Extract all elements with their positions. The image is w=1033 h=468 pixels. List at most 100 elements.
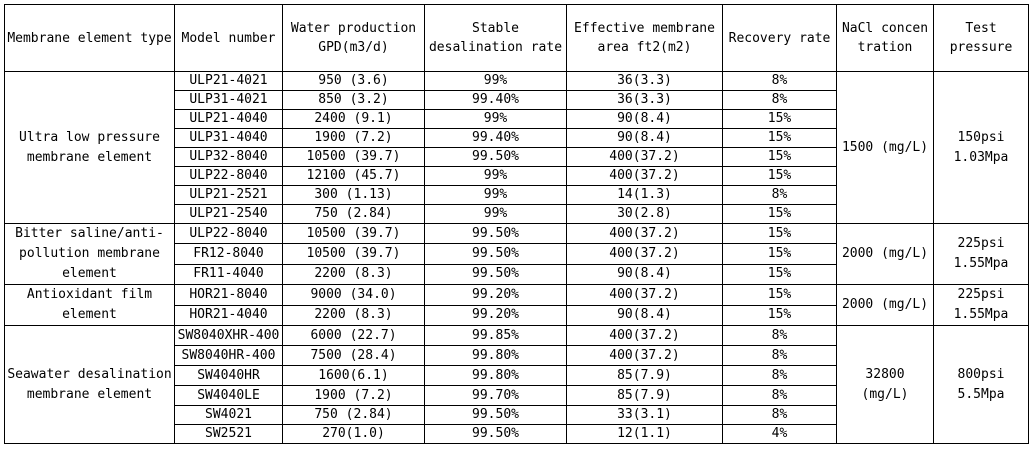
- table-row: ULP32-8040 10500 (39.7) 99.50% 400(37.2) 15%: [5, 147, 1029, 167]
- cell-rate: 99.70%: [424, 385, 567, 406]
- cell-rate: 99.80%: [424, 345, 567, 366]
- table-row: Seawater desalination membrane element SW…: [4, 325, 1029, 444]
- cell-rate: 99%: [424, 204, 567, 224]
- cell-gpd: 1900 (7.2): [282, 385, 425, 406]
- cell-model: HOR21-4040: [174, 304, 283, 326]
- cell-element-type: Ultra low pressure membrane element: [4, 71, 175, 224]
- table-row: ULP31-4021 850 (3.2) 99.40% 36(3.3) 8%: [5, 90, 1029, 110]
- cell-recovery: 15%: [722, 304, 837, 326]
- cell-model: FR12-8040: [174, 243, 283, 265]
- cell-area: 90(8.4): [566, 109, 723, 129]
- cell-gpd: 2400 (9.1): [282, 109, 425, 129]
- cell-nacl: 1500 (mg/L): [836, 71, 934, 224]
- cell-area: 36(3.3): [566, 90, 723, 110]
- cell-rate: 99.50%: [424, 424, 567, 444]
- cell-gpd: 1600(6.1): [282, 365, 425, 386]
- cell-rate: 99.50%: [424, 263, 567, 286]
- cell-nacl: 2000 (mg/L): [836, 284, 934, 326]
- cell-rate: 99.50%: [424, 222, 567, 245]
- header-row: Membrane element type Model number Water…: [4, 4, 1029, 72]
- cell-element-type: Bitter saline/anti-pollution membrane el…: [4, 223, 175, 285]
- cell-gpd: 2200 (8.3): [282, 263, 425, 286]
- cell-gpd: 12100 (45.7): [282, 166, 425, 186]
- cell-area: 12(1.1): [566, 424, 723, 444]
- header-type: Membrane element type: [4, 4, 175, 72]
- table-row: Bitter saline/anti-pollution membrane el…: [4, 222, 1029, 285]
- cell-recovery: 15%: [722, 147, 837, 167]
- cell-area: 85(7.9): [566, 365, 723, 386]
- cell-gpd: 10500 (39.7): [282, 243, 425, 265]
- cell-recovery: 15%: [722, 284, 837, 306]
- cell-area: 14(1.3): [566, 185, 723, 205]
- membrane-spec-table: Membrane element type Model number Water…: [4, 4, 1029, 444]
- cell-element-type: Seawater desalination membrane element: [4, 325, 175, 444]
- table-row: SW2521 270(1.0) 99.50% 12(1.1) 4%: [5, 424, 1029, 444]
- header-area: Effective membrane area ft2(m2): [566, 4, 723, 72]
- cell-area: 36(3.3): [566, 71, 723, 91]
- cell-model: SW4040LE: [174, 385, 283, 406]
- cell-area: 90(8.4): [566, 263, 723, 286]
- cell-model: SW8040HR-400: [174, 345, 283, 366]
- cell-recovery: 15%: [722, 263, 837, 286]
- cell-rate: 99.50%: [424, 147, 567, 167]
- cell-rate: 99%: [424, 185, 567, 205]
- cell-rate: 99.40%: [424, 128, 567, 148]
- cell-recovery: 15%: [722, 222, 837, 245]
- table-row: ULP31-4040 1900 (7.2) 99.40% 90(8.4) 15%: [5, 128, 1029, 148]
- cell-rate: 99.20%: [424, 304, 567, 326]
- cell-model: ULP31-4040: [174, 128, 283, 148]
- cell-nacl: 2000 (mg/L): [836, 223, 934, 285]
- cell-model: SW4040HR: [174, 365, 283, 386]
- cell-model: ULP21-2540: [174, 204, 283, 224]
- cell-gpd: 950 (3.6): [282, 71, 425, 91]
- cell-rate: 99.85%: [424, 325, 567, 346]
- cell-gpd: 9000 (34.0): [282, 284, 425, 306]
- cell-gpd: 850 (3.2): [282, 90, 425, 110]
- table-row: Antioxidant film element HOR21-8040 9000 (…: [4, 284, 1029, 326]
- header-recovery: Recovery rate: [722, 4, 837, 72]
- cell-area: 30(2.8): [566, 204, 723, 224]
- cell-pressure: 225psi 1.55Mpa: [933, 284, 1029, 326]
- cell-area: 33(3.1): [566, 405, 723, 425]
- cell-gpd: 7500 (28.4): [282, 345, 425, 366]
- cell-area: 400(37.2): [566, 284, 723, 306]
- cell-pressure: 800psi 5.5Mpa: [933, 325, 1029, 444]
- cell-area: 90(8.4): [566, 128, 723, 148]
- cell-area: 85(7.9): [566, 385, 723, 406]
- header-gpd: Water production GPD(m3/d): [282, 4, 425, 72]
- cell-area: 400(37.2): [566, 147, 723, 167]
- table-row: FR12-8040 10500 (39.7) 99.50% 400(37.2) 15%: [5, 243, 1029, 265]
- cell-model: SW4021: [174, 405, 283, 425]
- cell-gpd: 750 (2.84): [282, 405, 425, 425]
- cell-gpd: 1900 (7.2): [282, 128, 425, 148]
- cell-nacl: 32800 (mg/L): [836, 325, 934, 444]
- cell-recovery: 8%: [722, 385, 837, 406]
- cell-recovery: 8%: [722, 325, 837, 346]
- cell-gpd: 10500 (39.7): [282, 222, 425, 245]
- table-body: Ultra low pressure membrane element ULP21…: [4, 71, 1029, 444]
- header-rate: Stable desalination rate: [424, 4, 567, 72]
- table-row: SW4040HR 1600(6.1) 99.80% 85(7.9) 8%: [5, 365, 1029, 386]
- cell-rate: 99%: [424, 166, 567, 186]
- table-row: ULP22-8040 12100 (45.7) 99% 400(37.2) 15%: [5, 166, 1029, 186]
- cell-recovery: 8%: [722, 365, 837, 386]
- cell-gpd: 6000 (22.7): [282, 325, 425, 346]
- header-nacl: NaCl concentration: [836, 4, 934, 72]
- cell-pressure: 150psi 1.03Mpa: [933, 71, 1029, 224]
- cell-model: ULP22-8040: [174, 222, 283, 245]
- cell-rate: 99.50%: [424, 243, 567, 265]
- cell-recovery: 15%: [722, 166, 837, 186]
- cell-model: ULP31-4021: [174, 90, 283, 110]
- cell-rate: 99.50%: [424, 405, 567, 425]
- table-row: FR11-4040 2200 (8.3) 99.50% 90(8.4) 15%: [5, 263, 1029, 286]
- cell-recovery: 8%: [722, 90, 837, 110]
- cell-gpd: 300 (1.13): [282, 185, 425, 205]
- cell-recovery: 4%: [722, 424, 837, 444]
- cell-area: 400(37.2): [566, 345, 723, 366]
- cell-recovery: 15%: [722, 204, 837, 224]
- cell-model: FR11-4040: [174, 263, 283, 286]
- cell-model: SW2521: [174, 424, 283, 444]
- cell-gpd: 2200 (8.3): [282, 304, 425, 326]
- table-row: HOR21-4040 2200 (8.3) 99.20% 90(8.4) 15%: [5, 304, 1029, 326]
- cell-area: 400(37.2): [566, 166, 723, 186]
